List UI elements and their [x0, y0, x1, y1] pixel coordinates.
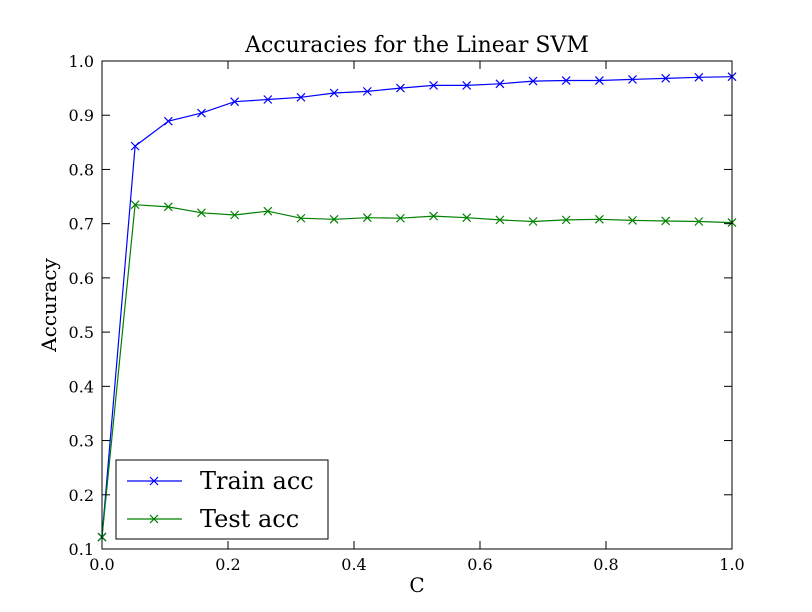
- series-line-test-acc: [101, 204, 733, 538]
- data-point-test-acc: [661, 216, 671, 226]
- y-tick-label: 0.7: [69, 215, 94, 234]
- x-tick-label: 1.0: [719, 555, 744, 574]
- x-tick-label: 0.4: [341, 555, 366, 574]
- y-tick-label: 0.3: [69, 432, 94, 451]
- data-point-test-acc: [130, 200, 140, 210]
- data-point-train-acc: [230, 97, 240, 107]
- y-tick-label: 0.9: [69, 106, 94, 125]
- data-point-train-acc: [628, 75, 637, 84]
- data-point-train-acc: [130, 141, 140, 151]
- legend-box: [115, 459, 329, 540]
- ticks-layer: 0.0 0.2 0.4 0.6 0.8 1.0 0.1 0.2 0.3 0.4 0.5 0.6 0.7 0…: [69, 52, 745, 574]
- data-point-test-acc: [263, 206, 273, 216]
- data-point-test-acc: [163, 202, 173, 212]
- data-point-train-acc: [694, 72, 704, 82]
- y-tick-label: 1.0: [69, 52, 94, 71]
- data-point-train-acc: [396, 83, 405, 93]
- data-point-test-acc: [296, 213, 306, 223]
- data-point-test-acc: [429, 211, 438, 221]
- data-point-train-acc: [329, 88, 339, 98]
- series-layer: [97, 72, 737, 542]
- data-point-train-acc: [163, 116, 173, 126]
- chart-title: Accuracies for the Linear SVM: [244, 33, 589, 58]
- data-point-train-acc: [362, 86, 372, 96]
- series-line-train-acc: [101, 76, 733, 538]
- data-point-test-acc: [362, 213, 372, 223]
- data-point-test-acc: [329, 214, 339, 224]
- data-point-train-acc: [561, 76, 571, 85]
- data-point-test-acc: [396, 213, 405, 223]
- y-tick-label: 0.8: [69, 160, 94, 179]
- y-tick-label: 0.5: [69, 323, 94, 342]
- data-point-train-acc: [495, 79, 505, 89]
- data-point-train-acc: [296, 92, 306, 102]
- data-point-train-acc: [197, 108, 206, 118]
- data-point-test-acc: [528, 217, 538, 226]
- data-point-test-acc: [694, 217, 704, 226]
- data-point-train-acc: [661, 73, 671, 83]
- legend-train-marker: [149, 476, 159, 486]
- data-point-test-acc: [561, 215, 571, 225]
- data-point-train-acc: [594, 76, 604, 85]
- data-point-test-acc: [462, 213, 472, 223]
- data-point-train-acc: [429, 80, 438, 90]
- y-tick-label: 0.1: [69, 540, 94, 559]
- y-tick-label: 0.4: [69, 377, 94, 396]
- data-point-train-acc: [528, 76, 538, 86]
- data-point-test-acc: [628, 215, 637, 225]
- x-tick-label: 0.2: [215, 555, 240, 574]
- y-tick-label: 0.2: [69, 486, 94, 505]
- data-point-test-acc: [495, 215, 505, 225]
- plot-frame: [101, 60, 733, 550]
- x-axis-label: C: [409, 573, 424, 597]
- x-tick-label: 0.6: [467, 555, 492, 574]
- x-tick-label: 0.0: [89, 555, 114, 574]
- data-point-test-acc: [594, 214, 604, 224]
- data-point-test-acc: [197, 208, 206, 218]
- legend-test-label: Test acc: [200, 505, 299, 533]
- data-point-train-acc: [263, 95, 273, 104]
- legend-train-label: Train acc: [200, 467, 314, 495]
- x-tick-label: 0.8: [593, 555, 618, 574]
- legend: Train acc Test acc: [115, 459, 329, 540]
- legend-test-marker: [149, 514, 159, 524]
- data-point-train-acc: [462, 80, 472, 90]
- y-tick-label: 0.6: [69, 269, 94, 288]
- y-axis-label: Accuracy: [37, 257, 61, 352]
- data-point-test-acc: [230, 210, 240, 220]
